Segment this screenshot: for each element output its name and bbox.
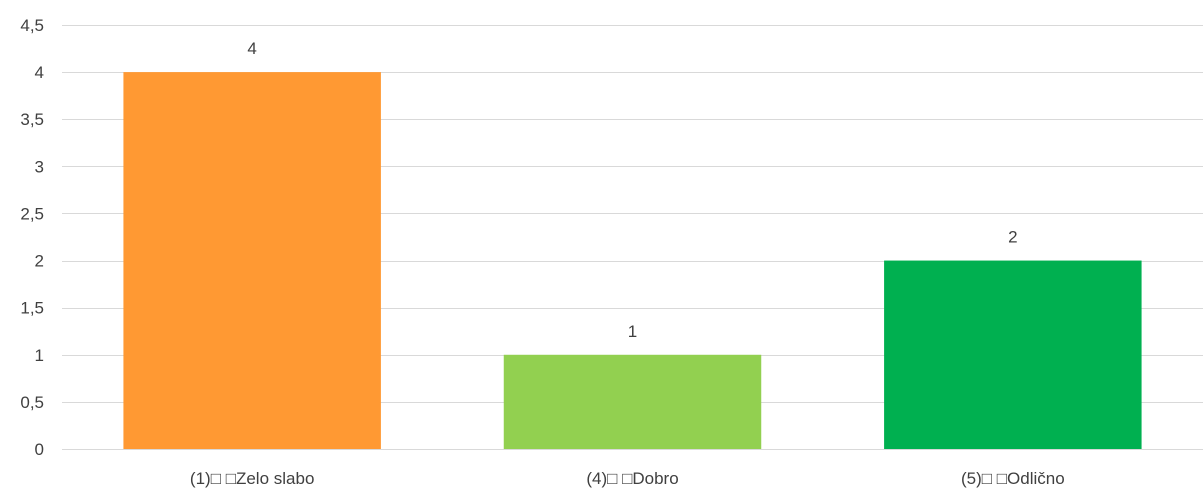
data-labels: 4 1 2 (247, 39, 1017, 341)
x-category-label: (4)□ □Dobro (586, 469, 678, 488)
y-tick-label: 3,5 (20, 110, 44, 129)
bars (123, 72, 1142, 449)
bar (884, 260, 1142, 449)
y-tick-label: 1,5 (20, 299, 44, 318)
bar (123, 72, 381, 449)
bar-data-label: 1 (628, 322, 637, 341)
bar-data-label: 2 (1008, 228, 1017, 247)
y-tick-label: 0 (35, 440, 44, 459)
bar (503, 354, 762, 449)
y-tick-label: 0,5 (20, 393, 44, 412)
y-tick-label: 1 (35, 346, 44, 365)
y-tick-label: 4 (35, 63, 44, 82)
x-axis-category-labels: (1)□ □Zelo slabo (4)□ □Dobro (5)□ □Odlično (190, 469, 1065, 488)
y-tick-label: 4,5 (20, 16, 44, 35)
x-category-label: (1)□ □Zelo slabo (190, 469, 314, 488)
y-axis-tick-labels: 0 0,5 1 1,5 2 2,5 3 3,5 4 4,5 (20, 16, 44, 459)
y-tick-label: 3 (35, 157, 44, 176)
y-tick-label: 2,5 (20, 204, 44, 223)
bar-data-label: 4 (247, 39, 256, 58)
y-tick-label: 2 (35, 252, 44, 271)
x-category-label: (5)□ □Odlično (961, 469, 1065, 488)
